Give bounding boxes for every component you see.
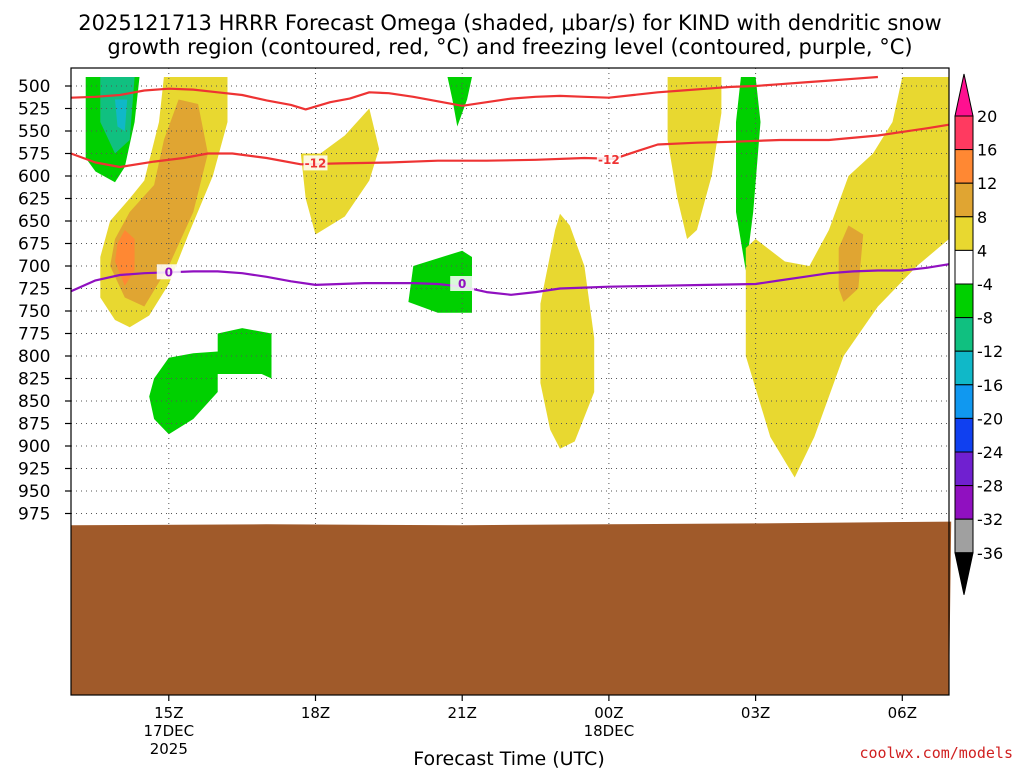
y-tick-label-675: 675	[18, 235, 50, 255]
x-tick-label-21Z: 21Z	[448, 704, 477, 722]
omega-region-13	[736, 77, 761, 271]
colorbar-swatch-11	[954, 451, 974, 487]
dendritic-contour-label: -12	[598, 153, 620, 167]
omega-shading	[85, 77, 949, 478]
colorbar-swatch-13	[954, 518, 974, 554]
omega-region-9	[447, 77, 472, 127]
dendritic-contour-1	[70, 123, 950, 169]
colorbar-label-12: 12	[977, 174, 997, 193]
colorbar-swatch-6	[954, 283, 974, 319]
y-tick-label-500: 500	[18, 77, 50, 97]
colorbar-swatch-1	[954, 115, 974, 151]
colorbar-label-8: 8	[977, 208, 987, 227]
freezing-level-contour-label: 0	[165, 265, 173, 279]
y-tick-label-750: 750	[18, 302, 50, 322]
x-tick-label-00Z: 00Z	[594, 704, 623, 722]
y-tick-label-700: 700	[18, 257, 50, 277]
y-tick-label-775: 775	[18, 325, 50, 345]
colorbar-label--36: -36	[977, 544, 1003, 563]
colorbar-label--8: -8	[977, 309, 993, 328]
dendritic-contour-label-bg	[303, 155, 328, 171]
colorbar-label--4: -4	[977, 275, 993, 294]
colorbar-swatch-4	[954, 216, 974, 251]
y-tick-label-550: 550	[18, 122, 50, 142]
y-tick-label-925: 925	[18, 460, 50, 480]
colorbar-label-16: 16	[977, 141, 997, 160]
plot-frame	[70, 67, 950, 696]
freezing-level-contour-label: 0	[458, 277, 466, 291]
colorbar-swatch-10	[954, 417, 974, 453]
y-tick-label-725: 725	[18, 280, 50, 300]
x-tick-label-03Z: 03Z	[741, 704, 770, 722]
terrain-band	[71, 521, 952, 695]
colorbar-swatch-9	[954, 384, 974, 419]
plot-area: -12 -12 0 0	[70, 67, 952, 696]
colorbar-swatch-7	[954, 317, 974, 352]
terrain-band-fill	[71, 521, 952, 695]
colorbar-top-arrow	[954, 73, 974, 117]
y-tick-label-600: 600	[18, 167, 50, 187]
colorbar-label--32: -32	[977, 510, 1003, 529]
freezing-level-contour-label-bg	[450, 276, 475, 291]
freezing-level-contour-label-bg	[156, 264, 181, 280]
x-tick-label-15Z: 15Z	[154, 704, 183, 722]
omega-region-6	[115, 99, 128, 131]
omega-region-7	[149, 328, 272, 435]
colorbar-label-20: 20	[977, 107, 997, 126]
colorbar-swatch-5	[954, 249, 974, 285]
omega-region-3	[115, 230, 135, 286]
omega-region-11	[540, 213, 595, 449]
y-tick-label-825: 825	[18, 370, 50, 390]
dendritic-contour-2	[70, 75, 878, 111]
colorbar-label--20: -20	[977, 409, 1003, 428]
colorbar-label--12: -12	[977, 342, 1003, 361]
y-tick-label-850: 850	[18, 392, 50, 412]
x-axis-label: Forecast Time (UTC)	[413, 748, 604, 768]
colorbar-swatch-12	[954, 485, 974, 520]
y-tick-label-575: 575	[18, 145, 50, 165]
x-tick-date-17DEC: 17DEC	[144, 722, 195, 740]
colorbar-label--28: -28	[977, 477, 1003, 496]
y-tick-label-800: 800	[18, 347, 50, 367]
chart-title-line-1: 2025121713 HRRR Forecast Omega (shaded, …	[78, 11, 941, 35]
chart-title-line-2: growth region (contoured, red, °C) and f…	[107, 35, 912, 59]
y-tick-label-650: 650	[18, 212, 50, 232]
colorbar-swatch-8	[954, 350, 974, 386]
y-tick-label-975: 975	[18, 505, 50, 525]
dendritic-contour-label-bg	[596, 151, 621, 167]
omega-region-15	[838, 225, 864, 302]
credit-text: coolwx.com/models	[859, 744, 1013, 762]
x-tick-label-18Z: 18Z	[301, 704, 330, 722]
colorbar-label--16: -16	[977, 376, 1003, 395]
omega-region-8	[300, 108, 380, 235]
dendritic-contour-label: -12	[305, 156, 327, 170]
freezing-level-contour-1	[70, 263, 950, 296]
colorbar-swatch-3	[954, 182, 974, 218]
colorbar-label--24: -24	[977, 443, 1003, 462]
x-tick-label-06Z: 06Z	[888, 704, 917, 722]
x-tick-year: 2025	[150, 740, 188, 758]
colorbar: 20 16 12 8 4 -4 -8 -12 -16 -20 -24 -28 -32 -36	[954, 73, 1003, 595]
y-tick-label-875: 875	[18, 415, 50, 435]
y-tick-label-950: 950	[18, 482, 50, 502]
y-tick-label-900: 900	[18, 437, 50, 457]
colorbar-label-4: 4	[977, 241, 987, 260]
temperature-contours: -12 -12 0 0	[70, 75, 950, 296]
colorbar-swatch-2	[954, 149, 974, 184]
x-tick-date-18DEC: 18DEC	[584, 722, 635, 740]
y-tick-label-625: 625	[18, 190, 50, 210]
colorbar-bottom-arrow	[954, 552, 974, 595]
y-tick-label-525: 525	[18, 100, 50, 120]
